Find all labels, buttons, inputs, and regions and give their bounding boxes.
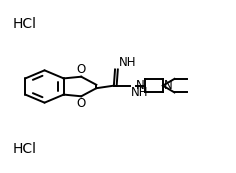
Text: O: O bbox=[77, 97, 86, 110]
Text: O: O bbox=[77, 63, 86, 76]
Text: NH: NH bbox=[118, 56, 136, 69]
Text: HCl: HCl bbox=[13, 143, 37, 157]
Text: N: N bbox=[135, 79, 144, 92]
Text: NH: NH bbox=[131, 86, 148, 99]
Text: N: N bbox=[164, 79, 173, 92]
Text: HCl: HCl bbox=[13, 16, 37, 30]
